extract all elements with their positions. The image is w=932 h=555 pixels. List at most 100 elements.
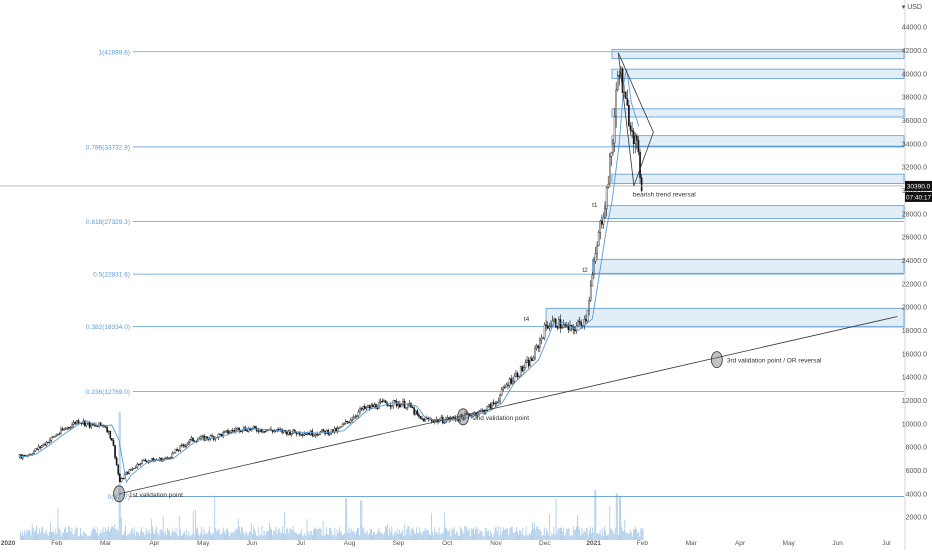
- candle-body: [58, 433, 61, 435]
- volume-bar: [225, 534, 226, 540]
- volume-bar: [177, 535, 179, 540]
- volume-bar: [309, 530, 311, 540]
- volume-bar: [496, 531, 498, 540]
- volume-bar: [84, 532, 86, 540]
- candle-body: [613, 116, 616, 144]
- candle-body: [204, 436, 207, 441]
- volume-bar: [559, 528, 561, 540]
- x-tick-label: May: [197, 540, 210, 547]
- volume-bar: [256, 535, 257, 540]
- volume-bar: [274, 530, 276, 540]
- volume-bar: [550, 536, 552, 540]
- volume-bar: [364, 532, 366, 540]
- volume-bar: [124, 530, 125, 540]
- candle-body: [289, 430, 291, 435]
- x-tick-label: Apr: [149, 540, 160, 547]
- volume-bar: [630, 531, 632, 540]
- volume-bar: [333, 534, 335, 540]
- candle-body: [394, 400, 396, 402]
- volume-bar: [156, 526, 158, 540]
- candle-body: [263, 431, 266, 433]
- volume-bar: [495, 526, 497, 540]
- volume-bar: [422, 531, 424, 540]
- volume-bar: [554, 535, 556, 540]
- volume-bar: [556, 531, 558, 540]
- volume-bar: [331, 530, 333, 540]
- volume-bar: [236, 529, 238, 540]
- volume-bar: [335, 536, 337, 540]
- candle-body: [483, 409, 485, 414]
- y-tick-label: 20000.0: [902, 305, 927, 312]
- candle-body: [254, 426, 256, 429]
- volume-bar: [76, 527, 78, 540]
- candle-body: [529, 358, 532, 367]
- candle-body: [375, 404, 377, 409]
- candle-body: [422, 418, 425, 422]
- volume-bar: [510, 526, 512, 540]
- volume-bar: [425, 529, 427, 540]
- volume-bar: [259, 536, 261, 540]
- volume-bar: [261, 526, 263, 540]
- volume-bar: [388, 535, 390, 540]
- candle-body: [351, 419, 353, 421]
- candle-body: [615, 89, 617, 117]
- volume-bar: [449, 529, 451, 540]
- volume-bar: [439, 535, 441, 540]
- volume-bar: [207, 530, 209, 540]
- volume-bar: [635, 526, 636, 540]
- candle-body: [395, 401, 398, 407]
- volume-bar: [626, 533, 628, 540]
- candle-body: [72, 421, 75, 425]
- volume-bar: [258, 527, 260, 540]
- y-tick-label: 30000.0: [902, 188, 927, 195]
- volume-bar: [448, 531, 450, 540]
- candle-body: [236, 427, 239, 430]
- volume-bar: [43, 534, 45, 540]
- candle-body: [77, 420, 80, 424]
- volume-bar: [332, 535, 334, 540]
- volume-bar: [299, 533, 300, 540]
- volume-bar: [467, 530, 469, 540]
- supply-zone: [611, 108, 905, 118]
- volume-bar: [462, 530, 464, 540]
- volume-bar: [435, 532, 437, 540]
- volume-bar: [254, 528, 255, 540]
- volume-bar: [38, 533, 40, 540]
- volume-bar: [418, 533, 420, 540]
- volume-bar: [402, 529, 403, 540]
- volume-bar: [572, 526, 574, 540]
- candle-body: [252, 426, 255, 429]
- volume-bar: [444, 512, 445, 540]
- volume-bar: [359, 535, 361, 540]
- volume-bar: [531, 530, 532, 540]
- volume-bar: [72, 533, 74, 540]
- volume-bar: [214, 495, 216, 540]
- volume-bar: [615, 493, 617, 540]
- candle-body: [556, 326, 559, 329]
- volume-bar: [410, 529, 412, 540]
- candle-body: [239, 430, 242, 433]
- volume-bar: [294, 532, 296, 540]
- volume-bar: [508, 535, 510, 540]
- volume-bar: [567, 528, 569, 540]
- volume-bar: [337, 533, 339, 540]
- volume-bar: [427, 530, 429, 540]
- volume-bar: [464, 526, 466, 540]
- volume-bar: [317, 528, 319, 540]
- volume-bar: [540, 531, 542, 540]
- candle-body: [521, 366, 524, 371]
- y-tick-label: 28000.0: [902, 211, 927, 218]
- volume-bar: [204, 533, 206, 540]
- volume-bar: [22, 531, 23, 540]
- volume-bar: [437, 534, 439, 540]
- volume-bar: [37, 534, 38, 540]
- validation-point-label: 2nd validation point: [473, 415, 529, 422]
- candle-body: [352, 416, 355, 420]
- volume-bar: [24, 530, 26, 540]
- volume-bar: [347, 532, 349, 540]
- volume-bar: [167, 527, 168, 540]
- candle-body: [637, 140, 640, 153]
- candle-body: [492, 402, 495, 405]
